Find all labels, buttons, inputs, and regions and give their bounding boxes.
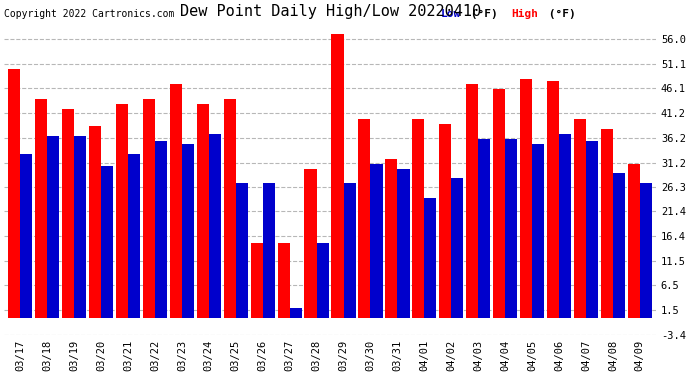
Bar [224,99,236,318]
Bar [586,141,598,318]
Bar [397,168,410,318]
Bar [128,154,140,318]
Bar [344,183,355,318]
Bar [101,166,113,318]
Bar [478,139,491,318]
Bar [466,84,478,318]
Title: Dew Point Daily High/Low 20220410: Dew Point Daily High/Low 20220410 [179,4,481,19]
Bar [89,126,101,318]
Bar [155,141,167,318]
Bar [412,119,424,318]
Bar [209,134,221,318]
Bar [613,174,625,318]
Text: (°F): (°F) [542,9,575,19]
Bar [385,159,397,318]
Bar [505,139,518,318]
Bar [62,109,75,318]
Bar [640,183,652,318]
Bar [317,243,328,318]
Bar [236,183,248,318]
Bar [75,136,86,318]
Bar [35,99,47,318]
Bar [263,183,275,318]
Bar [547,81,559,318]
Bar [439,124,451,318]
Bar [143,99,155,318]
Text: Low: Low [441,9,461,19]
Bar [601,129,613,318]
Bar [290,308,302,318]
Bar [116,104,128,318]
Text: Copyright 2022 Cartronics.com: Copyright 2022 Cartronics.com [4,9,175,19]
Text: High: High [511,9,538,19]
Bar [520,79,532,318]
Bar [559,134,571,318]
Bar [371,164,382,318]
Bar [628,164,640,318]
Bar [277,243,290,318]
Bar [358,119,371,318]
Bar [574,119,586,318]
Bar [182,144,194,318]
Bar [493,89,505,318]
Bar [8,69,20,318]
Bar [250,243,263,318]
Bar [451,178,464,318]
Bar [197,104,209,318]
Bar [532,144,544,318]
Text: (°F): (°F) [464,9,497,19]
Bar [424,198,437,318]
Bar [20,154,32,318]
Bar [47,136,59,318]
Bar [170,84,182,318]
Bar [331,34,344,318]
Bar [304,168,317,318]
